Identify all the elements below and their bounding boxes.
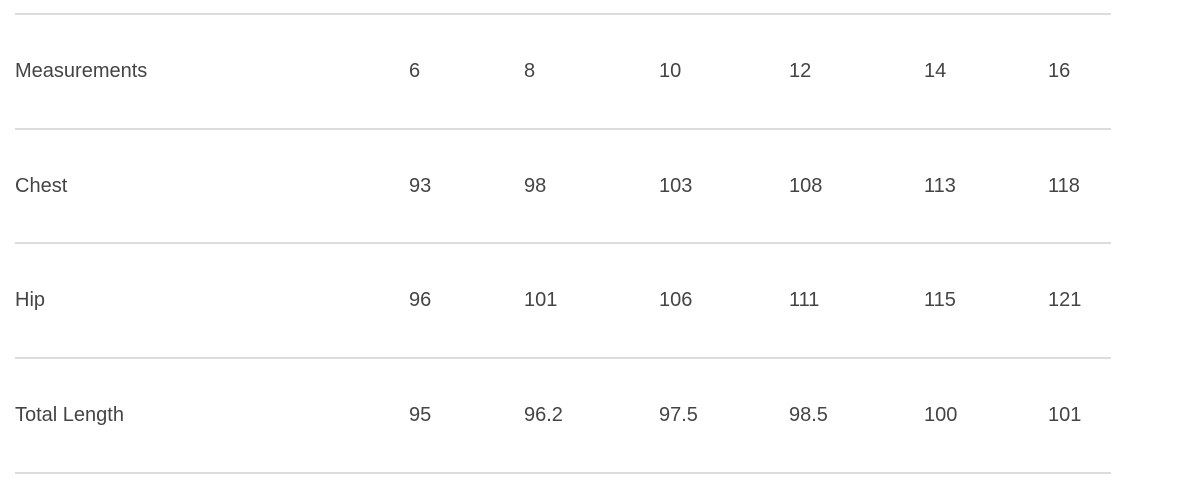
row-divider [15, 242, 1111, 244]
size-header: 12 [789, 60, 812, 82]
row-divider [15, 13, 1111, 15]
table-cell: 113 [924, 175, 956, 197]
size-header: 10 [659, 60, 682, 82]
table-cell: 95 [409, 404, 432, 426]
table-cell: 97.5 [659, 404, 698, 426]
table-row: Hip 96 101 106 111 115 121 [0, 243, 1186, 357]
row-divider [15, 472, 1111, 474]
row-divider [15, 357, 1111, 359]
row-label: Total Length [15, 404, 124, 426]
table-cell: 118 [1048, 175, 1080, 197]
table-cell: 121 [1048, 289, 1082, 311]
row-label: Chest [15, 175, 68, 197]
table-cell: 101 [1048, 404, 1082, 426]
size-header: 6 [409, 60, 421, 82]
table-cell: 106 [659, 289, 693, 311]
table-row: Total Length 95 96.2 97.5 98.5 100 101 [0, 358, 1186, 472]
header-label: Measurements [15, 60, 148, 82]
size-header: 16 [1048, 60, 1071, 82]
size-header: 8 [524, 60, 536, 82]
header-row: Measurements 6 8 10 12 14 16 [0, 14, 1186, 128]
table-row: Chest 93 98 103 108 113 118 [0, 129, 1186, 243]
table-cell: 98.5 [789, 404, 828, 426]
size-header: 14 [924, 60, 947, 82]
table-cell: 111 [789, 289, 820, 311]
table-cell: 101 [524, 289, 558, 311]
table-cell: 103 [659, 175, 693, 197]
row-divider [15, 128, 1111, 130]
table-cell: 115 [924, 289, 956, 311]
table-cell: 96.2 [524, 404, 563, 426]
table-cell: 93 [409, 175, 432, 197]
table-cell: 100 [924, 404, 958, 426]
row-label: Hip [15, 289, 46, 311]
table-cell: 108 [789, 175, 823, 197]
table-cell: 96 [409, 289, 432, 311]
table-cell: 98 [524, 175, 547, 197]
